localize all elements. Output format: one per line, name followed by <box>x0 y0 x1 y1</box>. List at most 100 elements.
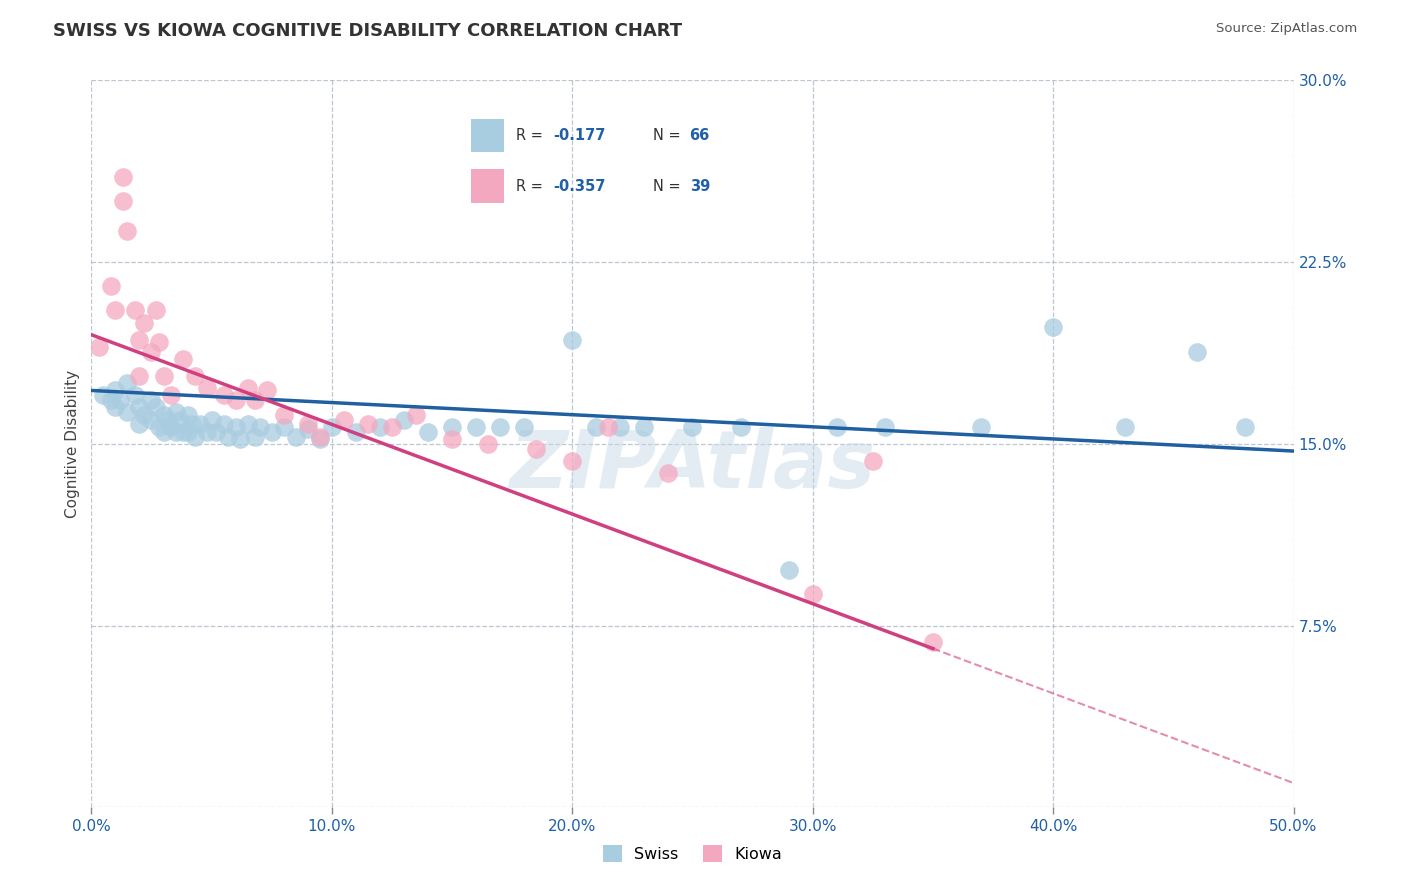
Point <box>489 419 512 434</box>
Point <box>368 419 391 434</box>
Point <box>159 388 181 402</box>
Point <box>225 393 247 408</box>
Point <box>145 303 167 318</box>
Point <box>152 425 174 439</box>
Point <box>159 419 181 434</box>
Point <box>152 368 174 383</box>
Point <box>321 419 343 434</box>
Point <box>141 344 163 359</box>
Legend: Swiss, Kiowa: Swiss, Kiowa <box>596 839 789 868</box>
Point <box>561 454 583 468</box>
Point <box>236 381 259 395</box>
Point <box>117 223 139 237</box>
Point <box>308 432 330 446</box>
Point <box>236 417 259 432</box>
Point <box>104 384 127 398</box>
Point <box>111 194 134 209</box>
Point <box>184 429 207 443</box>
Point <box>873 419 896 434</box>
Point <box>128 401 150 415</box>
Point <box>172 425 194 439</box>
Point <box>176 425 198 439</box>
Point <box>201 412 224 426</box>
Point <box>440 419 463 434</box>
Point <box>392 412 415 426</box>
Point <box>598 419 620 434</box>
Point <box>229 432 252 446</box>
Point <box>124 303 146 318</box>
Point <box>188 417 211 432</box>
Point <box>128 333 150 347</box>
Point <box>212 417 235 432</box>
Point <box>308 429 330 443</box>
Point <box>212 388 235 402</box>
Point <box>217 429 239 443</box>
Text: SWISS VS KIOWA COGNITIVE DISABILITY CORRELATION CHART: SWISS VS KIOWA COGNITIVE DISABILITY CORR… <box>53 22 682 40</box>
Text: ZIPAtlas: ZIPAtlas <box>509 426 876 505</box>
Point <box>561 333 583 347</box>
Point <box>333 412 356 426</box>
Point <box>440 432 463 446</box>
Point <box>110 393 132 408</box>
Point <box>284 429 307 443</box>
Point <box>165 425 187 439</box>
Point <box>585 419 607 434</box>
Point <box>148 419 170 434</box>
Point <box>297 422 319 436</box>
Point <box>100 393 122 408</box>
Point <box>176 408 198 422</box>
Point <box>205 425 228 439</box>
Point <box>416 425 439 439</box>
Point <box>152 408 174 422</box>
Point <box>157 412 180 426</box>
Point <box>128 417 150 432</box>
Point <box>195 425 218 439</box>
Point <box>93 388 115 402</box>
Point <box>381 419 404 434</box>
Point <box>1042 320 1064 334</box>
Point <box>862 454 884 468</box>
Point <box>148 334 170 349</box>
Point <box>117 376 139 391</box>
Point <box>609 419 631 434</box>
Point <box>181 417 204 432</box>
Point <box>778 563 800 577</box>
Point <box>477 436 499 450</box>
Point <box>513 419 536 434</box>
Point <box>405 408 427 422</box>
Point <box>104 303 127 318</box>
Point <box>801 587 824 601</box>
Point <box>111 170 134 185</box>
Point <box>100 279 122 293</box>
Point <box>1114 419 1136 434</box>
Point <box>922 635 945 649</box>
Point <box>87 340 110 354</box>
Point <box>141 393 163 408</box>
Point <box>172 351 194 366</box>
Point <box>124 388 146 402</box>
Point <box>260 425 283 439</box>
Point <box>117 405 139 419</box>
Point <box>273 419 295 434</box>
Point <box>225 419 247 434</box>
Point <box>249 419 271 434</box>
Y-axis label: Cognitive Disability: Cognitive Disability <box>65 369 80 518</box>
Point <box>134 316 156 330</box>
Point <box>243 393 266 408</box>
Point <box>273 408 295 422</box>
Point <box>1234 419 1257 434</box>
Point <box>297 417 319 432</box>
Point <box>134 408 156 422</box>
Point <box>184 368 207 383</box>
Point <box>104 401 127 415</box>
Point <box>169 412 191 426</box>
Point <box>970 419 993 434</box>
Point <box>730 419 752 434</box>
Point <box>657 466 679 480</box>
Text: Source: ZipAtlas.com: Source: ZipAtlas.com <box>1216 22 1357 36</box>
Point <box>465 419 488 434</box>
Point <box>165 405 187 419</box>
Point <box>256 384 278 398</box>
Point <box>825 419 848 434</box>
Point <box>633 419 655 434</box>
